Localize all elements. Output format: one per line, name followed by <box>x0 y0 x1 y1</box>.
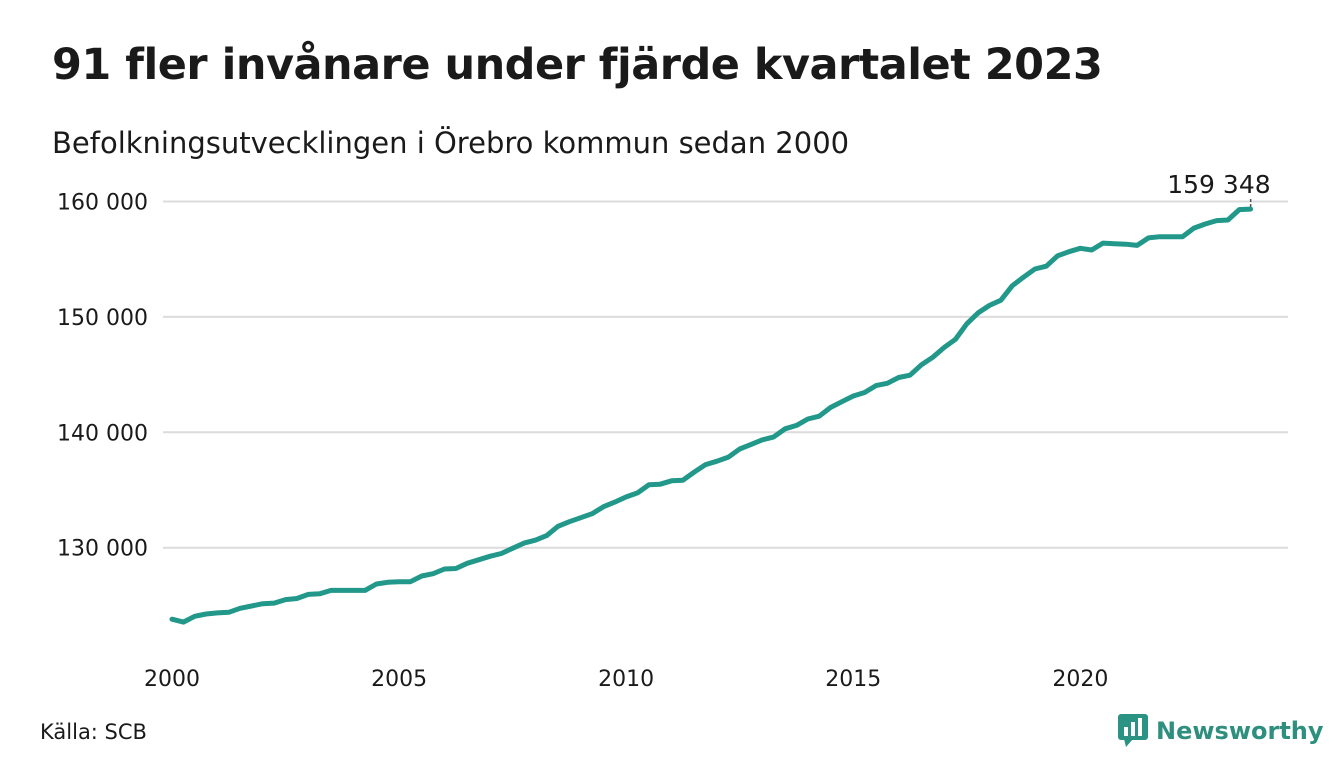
last-value-label: 159 348 <box>1167 170 1270 199</box>
brand-name: Newsworthy <box>1156 717 1324 745</box>
population-line <box>169 206 1254 625</box>
line-chart: 130 000 140 000 150 000 160 000 2000 2005 2010… <box>57 170 1288 692</box>
y-tick-label: 160 000 <box>57 191 148 216</box>
x-tick-label: 2005 <box>371 667 427 692</box>
y-tick-label: 140 000 <box>57 421 148 446</box>
x-tick-label: 2010 <box>598 667 654 692</box>
x-tick-label: 2020 <box>1052 667 1108 692</box>
source-note: Källa: SCB <box>40 720 147 744</box>
newsworthy-logo: Newsworthy <box>1118 714 1324 748</box>
chart-title: 91 fler invånare under fjärde kvartalet … <box>52 40 1103 90</box>
newsworthy-logo-icon <box>1118 714 1148 747</box>
y-tick-label: 130 000 <box>57 537 148 562</box>
y-tick-label: 150 000 <box>57 306 148 331</box>
x-tick-label: 2000 <box>144 667 200 692</box>
x-tick-label: 2015 <box>825 667 881 692</box>
chart-subtitle: Befolkningsutvecklingen i Örebro kommun … <box>52 126 850 160</box>
